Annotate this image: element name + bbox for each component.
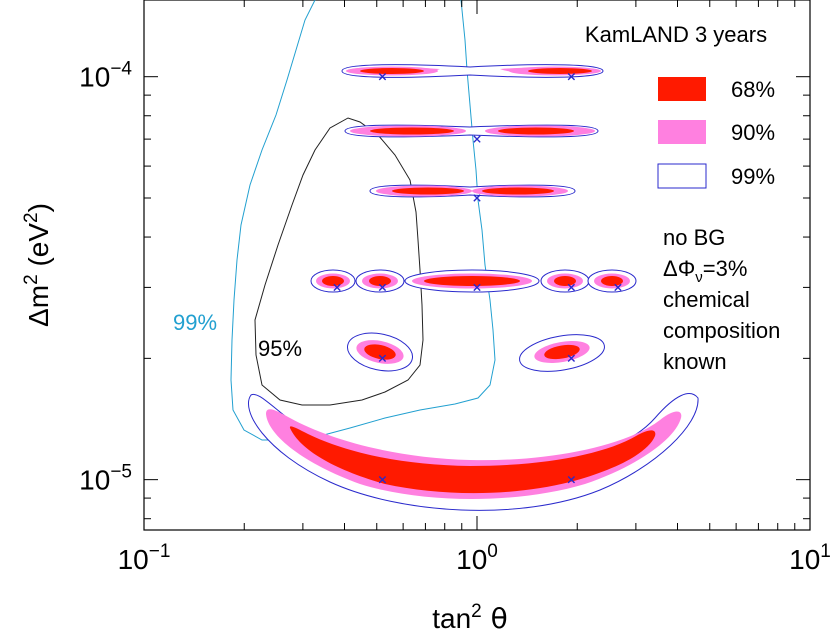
legend-swatch-90 (658, 120, 706, 144)
legend-swatch-68 (658, 77, 706, 101)
row-7e-5-68-right (498, 127, 574, 135)
smile-68 (289, 426, 656, 494)
note-flux-uncertainty: ΔΦν=3% (663, 256, 747, 286)
best-fit-marker-5 (378, 283, 387, 292)
best-fit-marker-9 (378, 354, 387, 363)
y-axis-title: Δm2 (eV2) (21, 203, 54, 327)
best-fit-marker-1 (567, 73, 576, 81)
row-1e-4-68-right (528, 68, 592, 74)
legend-label-68: 68% (731, 77, 775, 102)
note-composition: composition (663, 318, 780, 343)
best-fit-marker-2 (473, 135, 481, 143)
best-fit-marker-0 (378, 73, 387, 81)
row-2e-5-68-right (544, 344, 580, 360)
legend: 68% 90% 99% (657, 77, 775, 189)
axis-tick-labels: 10−1 100 101 10−5 10−4 (79, 59, 830, 575)
row-3e-5-68-d (554, 276, 576, 286)
legend-label-99: 99% (731, 164, 775, 189)
row-5e-5-68-left (392, 187, 464, 195)
best-fit-marker-7 (567, 283, 576, 292)
best-fit-marker-8 (614, 283, 622, 292)
y-tick-label-0: 10−5 (79, 462, 132, 496)
note-known: known (663, 349, 727, 374)
row-3e-5-68-e (601, 276, 623, 286)
x-axis-title: tan2 θ (432, 601, 508, 635)
region-row-1e-4 (341, 64, 604, 78)
row-7e-5-68-left (370, 127, 454, 135)
best-fit-marker-6 (473, 283, 481, 292)
confidence-regions (248, 64, 699, 511)
best-fit-marker-12 (567, 475, 576, 484)
cyan-99-exclusion-curve (230, 0, 496, 441)
x-tick-label-1: 100 (456, 541, 498, 575)
best-fit-points (333, 73, 622, 484)
note-no-bg: no BG (663, 225, 725, 250)
region-row-2e-5 (347, 332, 605, 372)
y-tick-label-1: 10−4 (79, 59, 132, 93)
x-tick-label-2: 101 (789, 541, 830, 575)
axis-ticks (143, 0, 811, 530)
best-fit-marker-11 (378, 475, 387, 484)
row-3e-5-68-b (369, 276, 391, 286)
annotation-95: 95% (258, 336, 302, 361)
row-2e-5-68-left (364, 344, 396, 360)
region-row-3e-5 (310, 269, 637, 293)
note-chemical: chemical (663, 287, 750, 312)
x-tick-label-0: 10−1 (118, 541, 171, 575)
row-1e-4-68-left (360, 68, 424, 74)
region-smile (248, 393, 699, 511)
chart-title: KamLAND 3 years (585, 22, 767, 47)
best-fit-marker-4 (333, 283, 341, 292)
row-5e-5-68-right (482, 187, 554, 195)
legend-swatch-99 (657, 163, 707, 189)
region-row-7e-5 (344, 124, 599, 138)
best-fit-marker-3 (473, 194, 481, 202)
annotation-99: 99% (173, 310, 217, 335)
region-row-5e-5 (369, 184, 576, 198)
notes: no BG ΔΦν=3% chemical composition known (663, 225, 780, 374)
row-3e-5-68-a (322, 276, 344, 286)
best-fit-marker-10 (567, 354, 576, 363)
row-3e-5-68-c (424, 276, 520, 286)
legend-label-90: 90% (731, 120, 775, 145)
